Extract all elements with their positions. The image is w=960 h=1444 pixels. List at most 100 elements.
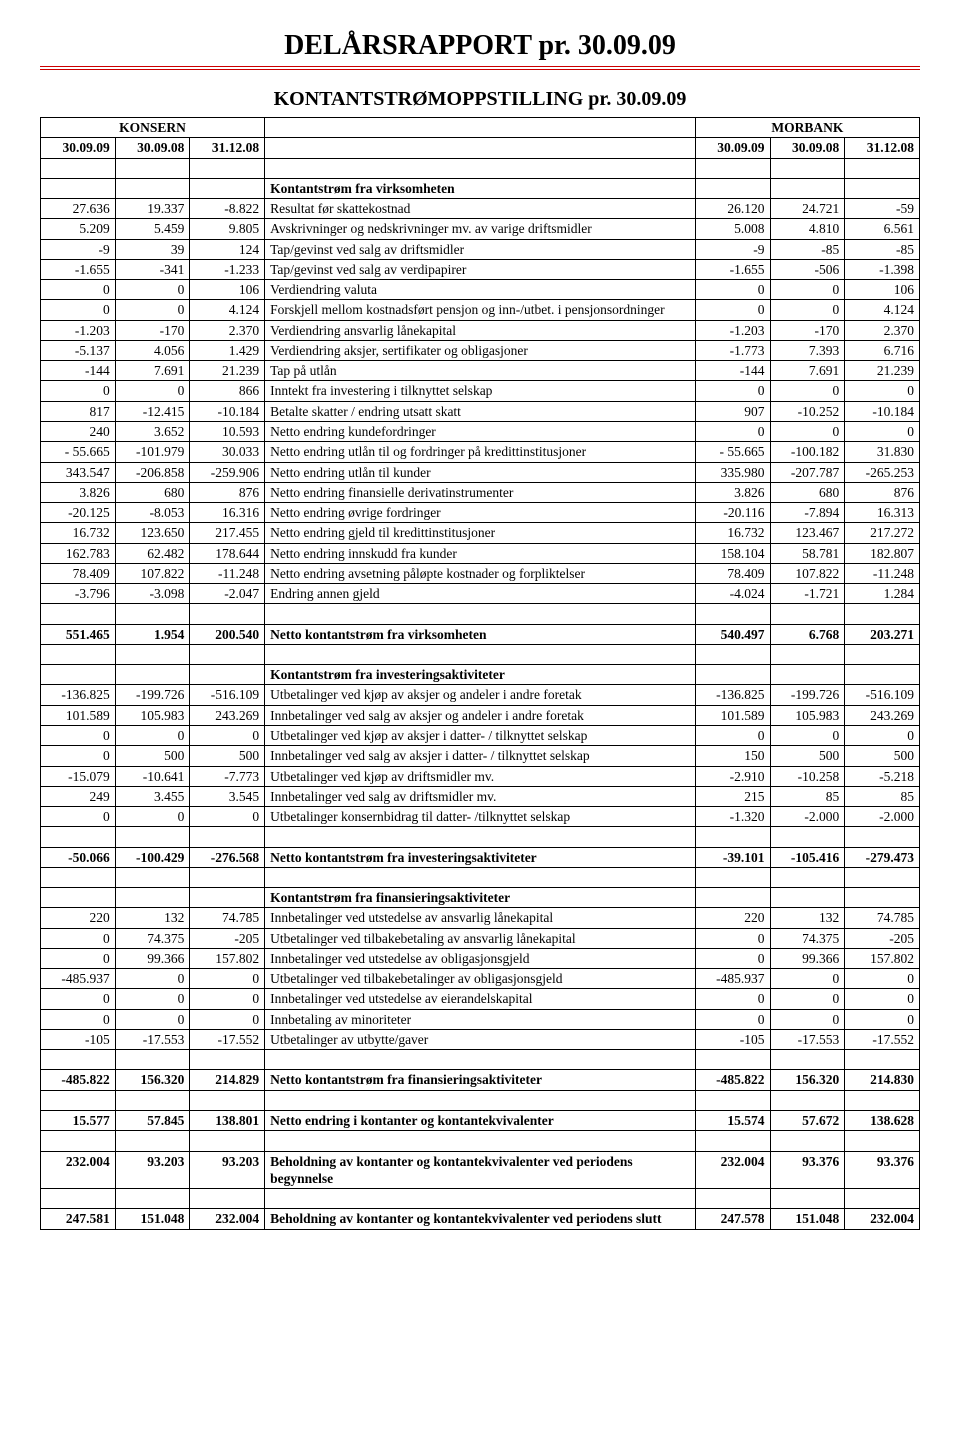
- table-cell: 150: [695, 746, 770, 766]
- table-cell: 1.429: [190, 340, 265, 360]
- table-cell: 132: [115, 908, 190, 928]
- table-cell: -1.203: [41, 320, 116, 340]
- table-cell: 7.691: [770, 361, 845, 381]
- table-cell: 93.203: [190, 1151, 265, 1189]
- col-right-0: 30.09.09: [695, 138, 770, 158]
- table-cell: 106: [845, 280, 920, 300]
- table-cell: 551.465: [41, 624, 116, 644]
- row-description: Utbetalinger ved tilbakebetalinger av ob…: [265, 969, 696, 989]
- row-description: Netto kontantstrøm fra investeringsaktiv…: [265, 847, 696, 867]
- table-cell: 0: [695, 948, 770, 968]
- table-cell: 5.008: [695, 219, 770, 239]
- table-cell: - 55.665: [695, 442, 770, 462]
- table-cell: -2.000: [845, 807, 920, 827]
- table-cell: -206.858: [115, 462, 190, 482]
- table-cell: 0: [845, 1009, 920, 1029]
- table-cell: 220: [695, 908, 770, 928]
- table-cell: 0: [115, 969, 190, 989]
- row-description: Netto endring kundefordringer: [265, 421, 696, 441]
- row-description: Utbetalinger konsernbidrag til datter- /…: [265, 807, 696, 827]
- table-cell: 105.983: [770, 705, 845, 725]
- table-cell: 0: [41, 746, 116, 766]
- table-cell: -485.937: [695, 969, 770, 989]
- table-cell: 24.721: [770, 199, 845, 219]
- table-cell: -207.787: [770, 462, 845, 482]
- table-cell: 105.983: [115, 705, 190, 725]
- row-description: Verdiendring aksjer, sertifikater og obl…: [265, 340, 696, 360]
- table-cell: -1.773: [695, 340, 770, 360]
- table-cell: 107.822: [770, 563, 845, 583]
- table-cell: 138.801: [190, 1111, 265, 1131]
- table-cell: 74.375: [770, 928, 845, 948]
- row-description: Resultat før skattekostnad: [265, 199, 696, 219]
- table-cell: -279.473: [845, 847, 920, 867]
- table-cell: 93.376: [770, 1151, 845, 1189]
- table-cell: 132: [770, 908, 845, 928]
- table-cell: 10.593: [190, 421, 265, 441]
- table-cell: 39: [115, 239, 190, 259]
- table-cell: 157.802: [845, 948, 920, 968]
- row-description: Tap/gevinst ved salg av driftsmidler: [265, 239, 696, 259]
- table-cell: -1.655: [41, 259, 116, 279]
- table-cell: -506: [770, 259, 845, 279]
- table-cell: -136.825: [695, 685, 770, 705]
- table-cell: 4.124: [845, 300, 920, 320]
- table-cell: 0: [190, 969, 265, 989]
- table-cell: 99.366: [115, 948, 190, 968]
- col-right-1: 30.09.08: [770, 138, 845, 158]
- table-cell: 0: [41, 989, 116, 1009]
- table-cell: -10.252: [770, 401, 845, 421]
- table-cell: -341: [115, 259, 190, 279]
- table-cell: -85: [770, 239, 845, 259]
- table-cell: - 55.665: [41, 442, 116, 462]
- table-cell: -3.796: [41, 584, 116, 604]
- table-cell: -105.416: [770, 847, 845, 867]
- table-cell: 101.589: [695, 705, 770, 725]
- section-heading: Kontantstrøm fra virksomheten: [265, 178, 696, 198]
- table-cell: 156.320: [115, 1070, 190, 1090]
- table-cell: 15.577: [41, 1111, 116, 1131]
- table-cell: -2.910: [695, 766, 770, 786]
- table-cell: 57.845: [115, 1111, 190, 1131]
- row-description: Innbetalinger ved salg av aksjer i datte…: [265, 746, 696, 766]
- table-cell: -170: [770, 320, 845, 340]
- table-cell: -4.024: [695, 584, 770, 604]
- table-cell: -1.320: [695, 807, 770, 827]
- row-description: Innbetalinger ved utstedelse av ansvarli…: [265, 908, 696, 928]
- table-cell: 200.540: [190, 624, 265, 644]
- table-cell: 0: [770, 1009, 845, 1029]
- table-cell: 0: [190, 725, 265, 745]
- row-description: Utbetalinger ved kjøp av aksjer i datter…: [265, 725, 696, 745]
- table-cell: -1.233: [190, 259, 265, 279]
- table-cell: -59: [845, 199, 920, 219]
- table-cell: 106: [190, 280, 265, 300]
- table-cell: 866: [190, 381, 265, 401]
- table-cell: 107.822: [115, 563, 190, 583]
- table-cell: 0: [41, 300, 116, 320]
- table-cell: 85: [770, 786, 845, 806]
- table-cell: 78.409: [41, 563, 116, 583]
- row-description: Netto kontantstrøm fra virksomheten: [265, 624, 696, 644]
- table-cell: 343.547: [41, 462, 116, 482]
- table-cell: -50.066: [41, 847, 116, 867]
- table-cell: -1.398: [845, 259, 920, 279]
- table-cell: -10.184: [190, 401, 265, 421]
- row-description: Netto endring innskudd fra kunder: [265, 543, 696, 563]
- row-description: Tap på utlån: [265, 361, 696, 381]
- table-cell: 247.581: [41, 1209, 116, 1229]
- table-cell: 0: [845, 969, 920, 989]
- table-cell: -105: [41, 1029, 116, 1049]
- table-cell: 0: [41, 381, 116, 401]
- table-cell: 335.980: [695, 462, 770, 482]
- table-cell: 31.830: [845, 442, 920, 462]
- table-cell: 500: [770, 746, 845, 766]
- table-cell: -199.726: [770, 685, 845, 705]
- table-cell: 0: [695, 381, 770, 401]
- table-cell: 0: [770, 300, 845, 320]
- table-cell: 232.004: [190, 1209, 265, 1229]
- row-description: Beholdning av kontanter og kontantekviva…: [265, 1151, 696, 1189]
- table-cell: 876: [845, 482, 920, 502]
- table-cell: 16.732: [41, 523, 116, 543]
- table-cell: 9.805: [190, 219, 265, 239]
- table-cell: 3.652: [115, 421, 190, 441]
